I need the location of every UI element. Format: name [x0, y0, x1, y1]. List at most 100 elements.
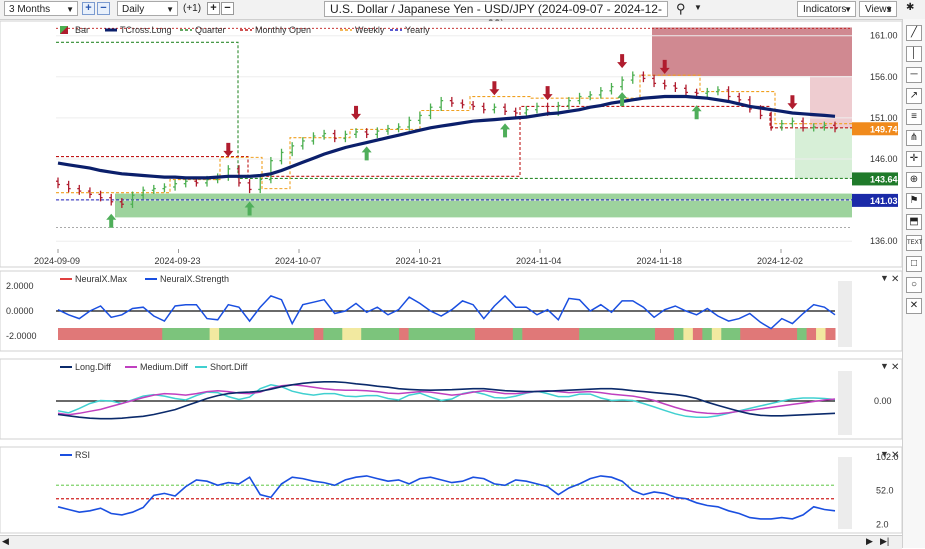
- neuralx-max-bar: [294, 328, 305, 340]
- horizontal-scrollbar[interactable]: ◀ ▶ ▶|: [0, 535, 902, 549]
- views-button[interactable]: Views ▼: [859, 1, 897, 17]
- rsi-tick-label: 102.0: [876, 452, 899, 462]
- marker-icon[interactable]: ⬒: [906, 214, 922, 230]
- text-tool-icon[interactable]: TEXT: [906, 235, 922, 251]
- legend-label: Bar: [75, 25, 89, 35]
- close-icon[interactable]: ✕: [891, 362, 899, 373]
- neuralx-max-bar: [228, 328, 239, 340]
- neuralx-max-bar: [332, 328, 343, 340]
- short-signal-arrow: [489, 81, 500, 96]
- crosshair-icon[interactable]: ✛: [906, 151, 922, 167]
- long-signal-arrow: [106, 213, 117, 228]
- neuralx-max-bar: [787, 328, 798, 340]
- legend-label: Short.Diff: [210, 362, 248, 372]
- chevron-down-icon[interactable]: ▼: [694, 3, 702, 12]
- pitchfork-icon[interactable]: ⋔: [906, 130, 922, 146]
- long-signal-arrow: [361, 146, 372, 161]
- neuralx-max-bar: [617, 328, 628, 340]
- chevron-down-icon: ▼: [166, 5, 174, 14]
- short-diff-line: [57, 384, 836, 418]
- neuralx-max-bar: [598, 328, 609, 340]
- rsi-tick-label: 52.0: [876, 486, 894, 496]
- legend-label: Weekly: [355, 25, 385, 35]
- quarter-line: [56, 41, 852, 179]
- right-margin-shade: [838, 457, 852, 529]
- legend-label: Monthly Open: [255, 25, 311, 35]
- zoom-tool-icon[interactable]: ⊕: [906, 172, 922, 188]
- neuralx-max-bar: [380, 328, 391, 340]
- neuralx-max-bar: [607, 328, 618, 340]
- neuralx-max-bar: [730, 328, 741, 340]
- scroll-left-icon[interactable]: ◀: [2, 536, 9, 546]
- pin-icon[interactable]: ✱: [906, 2, 915, 13]
- vertical-line-icon[interactable]: │: [906, 46, 922, 62]
- legend-label: Medium.Diff: [140, 362, 188, 372]
- rectangle-tool-icon[interactable]: □: [906, 256, 922, 272]
- text-tool-label: TEXT: [907, 240, 923, 246]
- chevron-down-icon[interactable]: ▼: [880, 361, 889, 371]
- price-label: 143.64: [870, 174, 898, 184]
- date-tick-label: 2024-11-04: [516, 256, 561, 266]
- ellipse-tool-icon[interactable]: ○: [906, 277, 922, 293]
- chevron-down-icon[interactable]: ▼: [880, 449, 889, 459]
- neuralx-max-bar: [162, 328, 173, 340]
- flag-icon[interactable]: ⚑: [906, 193, 922, 209]
- neuralx-max-bar: [266, 328, 277, 340]
- short-signal-arrow: [223, 142, 234, 157]
- zoom-out-button[interactable]: −: [97, 2, 110, 15]
- neuralx-max-bar: [437, 328, 447, 340]
- close-icon[interactable]: ✕: [891, 274, 899, 285]
- neuralx-max-bar: [323, 328, 334, 340]
- search-icon[interactable]: ⚲: [676, 1, 686, 16]
- tcross-long-line: [57, 94, 836, 180]
- interval-select[interactable]: Daily ▼: [117, 1, 178, 16]
- chevron-down-icon: ▼: [885, 5, 893, 14]
- neuralx-max-bar: [636, 328, 646, 340]
- chevron-down-icon[interactable]: ▼: [880, 273, 889, 283]
- neuralx-max-bar: [285, 328, 296, 340]
- date-tick-label: 2024-11-18: [637, 256, 682, 266]
- add-bar-button[interactable]: +: [207, 2, 220, 15]
- range-select[interactable]: 3 Months ▼: [4, 1, 78, 16]
- short-signal-arrow: [659, 59, 670, 74]
- right-margin-shade: [838, 281, 852, 347]
- close-icon[interactable]: ✕: [891, 450, 899, 461]
- neuralx-max-bar: [247, 328, 258, 340]
- neuralx-max-bar: [446, 328, 457, 340]
- neuralx-max-bar: [749, 328, 760, 340]
- neuralx-max-bar: [579, 328, 590, 340]
- neuralx-max-bar: [541, 328, 552, 340]
- ray-icon[interactable]: ↗: [906, 88, 922, 104]
- scroll-right-icon[interactable]: ▶: [866, 536, 873, 546]
- zoom-in-button[interactable]: +: [82, 2, 95, 15]
- neuralx-max-bar: [768, 328, 779, 340]
- neuralx-max-bar: [427, 328, 438, 340]
- horizontal-line-icon[interactable]: ─: [906, 67, 922, 83]
- long-signal-arrow: [617, 92, 628, 107]
- indicators-button[interactable]: Indicators ▼: [797, 1, 856, 17]
- fibonacci-icon[interactable]: ≡: [906, 109, 922, 125]
- scroll-end-icon[interactable]: ▶|: [880, 536, 890, 546]
- neuralx-max-bar: [664, 328, 675, 340]
- long-signal-arrow: [691, 105, 702, 120]
- instrument-title[interactable]: U.S. Dollar / Japanese Yen - USD/JPY (20…: [324, 1, 668, 31]
- legend-label: RSI: [75, 450, 90, 460]
- chart-canvas[interactable]: 161.00156.00151.00146.00141.00136.00149.…: [0, 19, 902, 535]
- neuralx-max-bar: [825, 328, 836, 340]
- neuralx-max-bar: [522, 328, 533, 340]
- long-signal-arrow: [244, 201, 255, 216]
- price-tick-label: 151.00: [870, 113, 898, 123]
- neuralx-max-bar: [342, 328, 353, 340]
- price-tick-label: 136.00: [870, 236, 898, 246]
- short-signal-arrow: [787, 95, 798, 110]
- legend-label: Quarter: [195, 25, 226, 35]
- remove-bar-button[interactable]: −: [221, 2, 234, 15]
- offset-label: (+1): [183, 3, 202, 14]
- chevron-down-icon: ▼: [66, 5, 74, 14]
- neuralx-max-bar: [114, 328, 125, 340]
- neuralx-max-bar: [256, 328, 267, 340]
- line-tool-icon[interactable]: ╱: [906, 25, 922, 41]
- delete-tool-icon[interactable]: ✕: [906, 298, 922, 314]
- date-tick-label: 2024-09-09: [34, 256, 80, 266]
- neuralx-max-bar: [238, 328, 249, 340]
